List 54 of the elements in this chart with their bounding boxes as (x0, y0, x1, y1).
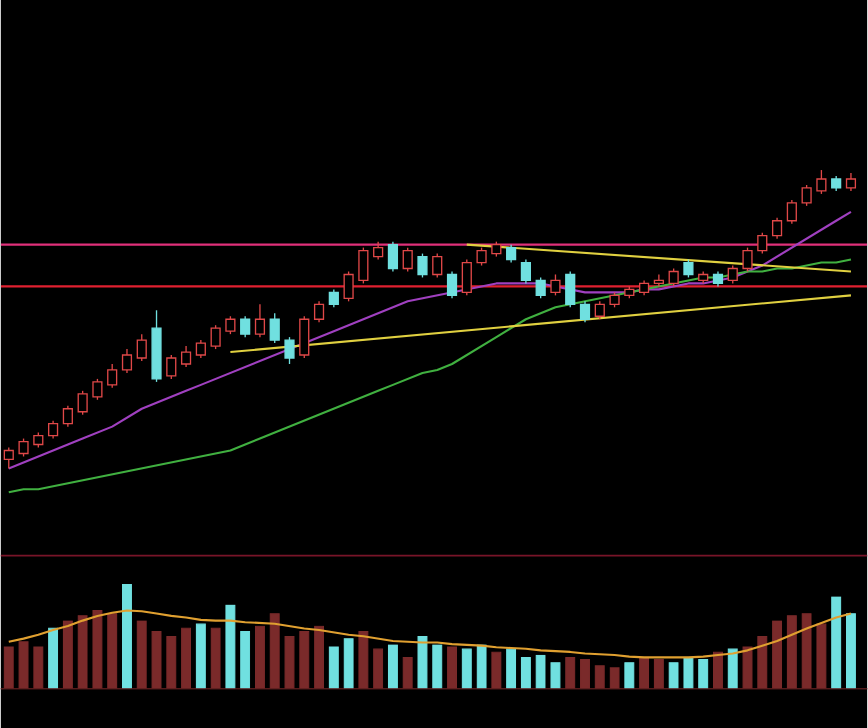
bar (461, 648, 472, 689)
candlestick (786, 198, 797, 225)
candlestick (313, 300, 325, 323)
bar (92, 609, 103, 689)
bar (506, 648, 517, 689)
bar (343, 637, 354, 689)
candlestick (565, 270, 576, 308)
candlestick (432, 252, 443, 278)
candlestick (742, 246, 753, 272)
candlestick (816, 169, 827, 195)
candlestick (550, 273, 561, 296)
candlestick (121, 348, 133, 374)
candlestick (166, 354, 177, 380)
bar (816, 623, 827, 689)
bar (62, 620, 73, 689)
candlestick (579, 300, 591, 323)
candlestick (62, 404, 73, 427)
bar (609, 667, 620, 689)
candlestick (402, 246, 413, 272)
candlestick (92, 377, 103, 401)
candlestick (801, 183, 812, 207)
bar (387, 644, 398, 689)
bar (225, 604, 236, 689)
candlestick (417, 252, 428, 278)
candlestick (254, 303, 266, 338)
candlestick (757, 231, 768, 254)
bar (772, 620, 783, 689)
bar (624, 661, 635, 689)
bar (653, 658, 664, 689)
bar (195, 623, 206, 689)
candlestick (461, 258, 472, 296)
candlestick (77, 389, 88, 416)
candlestick (299, 315, 310, 359)
candlestick (343, 270, 354, 302)
candlestick (210, 324, 221, 350)
candlestick (520, 258, 531, 284)
candlestick (446, 270, 458, 299)
candlestick (180, 345, 192, 368)
candlestick (240, 315, 251, 338)
candlestick (358, 246, 369, 284)
candlestick (284, 336, 295, 365)
bar (786, 614, 797, 689)
candlestick (653, 273, 664, 287)
bar (373, 648, 384, 689)
candlestick (771, 216, 783, 240)
candlestick (269, 312, 280, 344)
bar (254, 625, 265, 689)
bar (358, 630, 369, 689)
bar (476, 644, 487, 689)
candlestick (535, 276, 546, 299)
candlestick (136, 333, 147, 362)
candlestick (387, 240, 399, 272)
candlestick (107, 363, 118, 389)
bar (240, 630, 251, 689)
